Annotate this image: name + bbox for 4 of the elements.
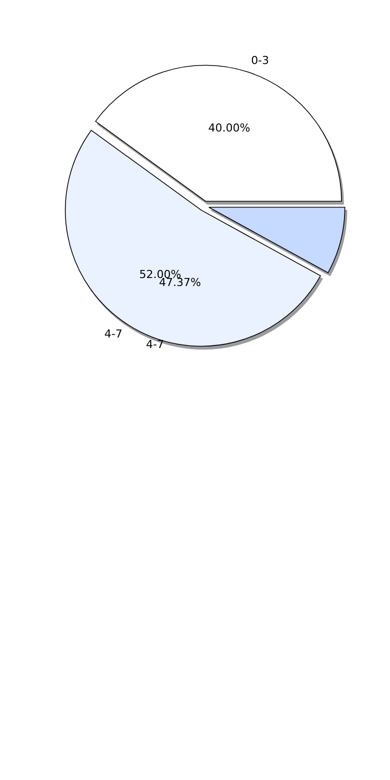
data-label: 40.00%: [208, 121, 250, 134]
slice-label: 0-3: [251, 54, 270, 68]
text: 4-7: [146, 338, 164, 351]
slice-label: 4-7: [104, 328, 122, 341]
